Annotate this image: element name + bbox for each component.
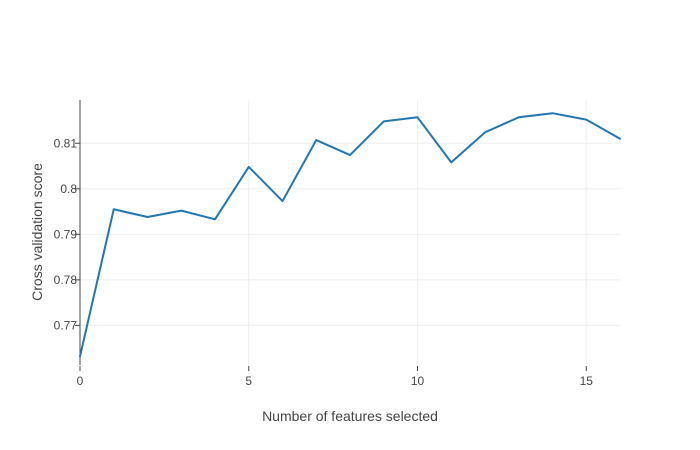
y-axis-title: Cross validation score bbox=[29, 163, 45, 301]
x-tick-label: 5 bbox=[245, 374, 252, 388]
x-tick-label: 0 bbox=[77, 374, 84, 388]
series-layer bbox=[79, 112, 621, 358]
series-line bbox=[79, 112, 621, 358]
y-tick-label: 0.8 bbox=[60, 182, 77, 196]
grid-layer bbox=[80, 100, 620, 365]
y-tick-label: 0.77 bbox=[54, 318, 78, 332]
x-tick-label: 15 bbox=[580, 374, 594, 388]
ticks-layer: 0.77 0.78 0.79 0.8 0.81 0 5 10 15 bbox=[54, 136, 594, 388]
y-tick-label: 0.78 bbox=[54, 273, 78, 287]
y-tick-label: 0.81 bbox=[54, 136, 78, 150]
x-tick-label: 10 bbox=[411, 374, 425, 388]
y-tick-label: 0.79 bbox=[54, 227, 78, 241]
x-axis-title: Number of features selected bbox=[262, 408, 438, 424]
